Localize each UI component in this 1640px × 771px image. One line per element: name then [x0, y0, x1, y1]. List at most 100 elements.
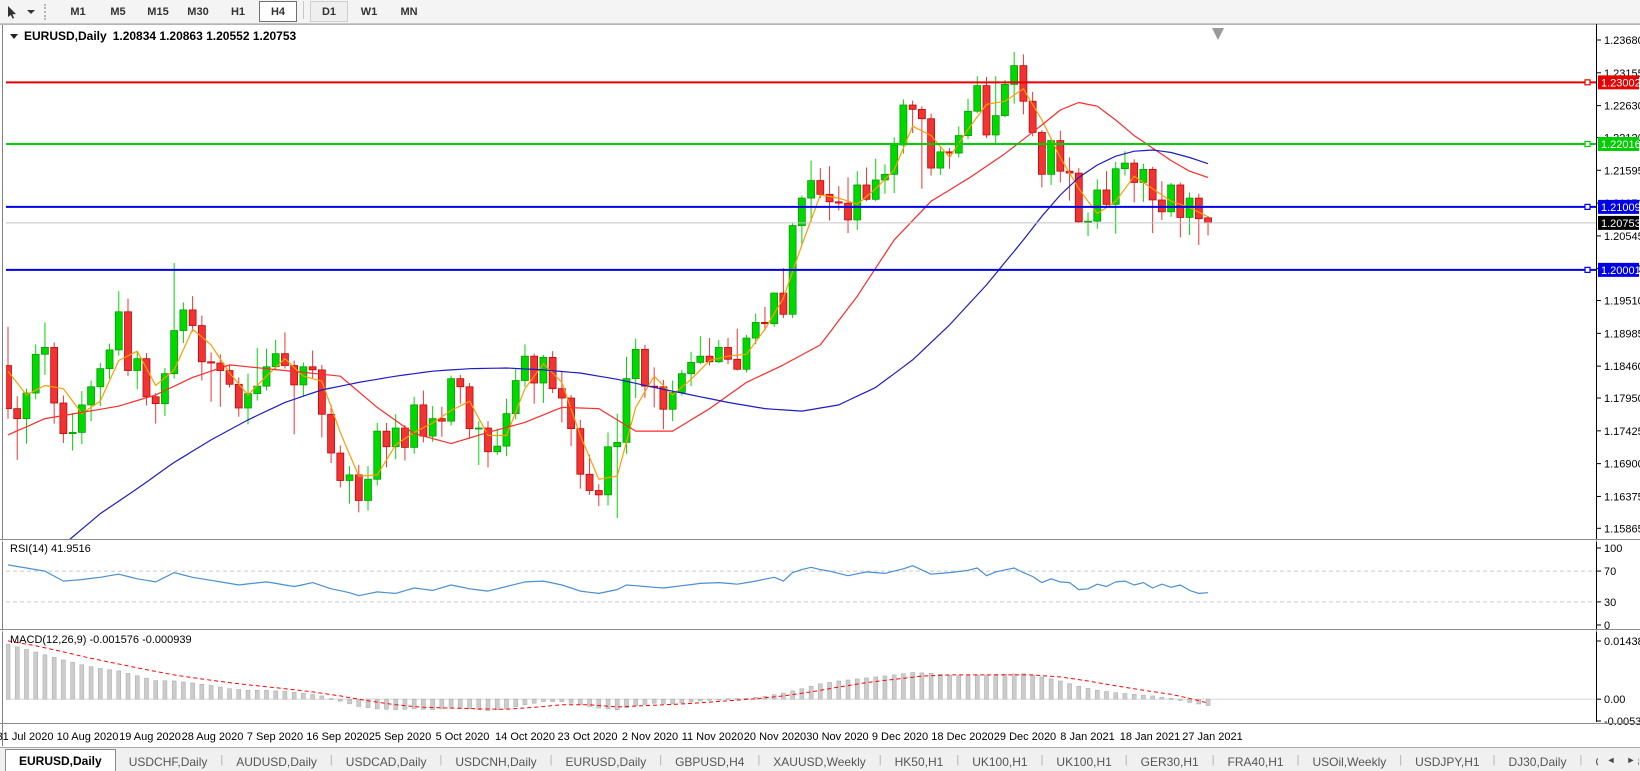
tab-separator: |: [439, 753, 443, 766]
chart-quote-ohlc: 1.20834 1.20863 1.20552 1.20753: [112, 29, 297, 43]
date-tick-label: 14 Oct 2020: [495, 731, 555, 743]
tab-separator: |: [1296, 753, 1300, 766]
cursor-tool-button[interactable]: [2, 2, 24, 22]
timeframe-button-h1[interactable]: H1: [230, 5, 246, 18]
chart-tab-eurusd-daily[interactable]: EURUSD,Daily: [565, 754, 647, 769]
chart-tab-usdchf-daily[interactable]: USDCHF,Daily: [128, 754, 208, 769]
macd-signal-line: [7, 640, 1209, 710]
macd-pane[interactable]: [6, 640, 1596, 711]
chart-shift-marker[interactable]: [1212, 28, 1224, 40]
timeframe-button-h4[interactable]: H4: [259, 1, 297, 22]
chart-tab-xauusd-weekly[interactable]: XAUUSD,Weekly: [773, 754, 866, 769]
hline-handle-1.20001[interactable]: [1584, 266, 1591, 273]
price-tick-label: 1.17425: [1604, 426, 1640, 438]
price-label-1.23002[interactable]: 1.23002: [1598, 75, 1640, 90]
main-price-pane[interactable]: [5, 51, 1212, 582]
chart-tab-hk50-h1[interactable]: HK50,H1: [894, 754, 944, 769]
timeframe-button-m1[interactable]: M1: [70, 5, 86, 18]
cursor-tool-dropdown-icon[interactable]: [27, 9, 35, 14]
hline-handle-1.22016[interactable]: [1584, 140, 1591, 148]
rsi-pane[interactable]: [6, 564, 1596, 603]
timeframe-buttons: M1 M5 M15 M30 H1 H4 D1 W1 MN: [58, 1, 429, 22]
date-tick-label: 23 Oct 2020: [558, 731, 618, 743]
price-label-1.21009[interactable]: 1.21009: [1598, 199, 1640, 214]
tab-separator: |: [1492, 753, 1496, 766]
date-tick-label: 28 Aug 2020: [182, 731, 244, 743]
chart-tab-uk100-h1[interactable]: UK100,H1: [972, 754, 1028, 769]
chart-tab-bar: EURUSD,Daily USDCHF,Daily | AUDUSD,Daily | US…: [0, 747, 1640, 771]
macd-indicator-label: MACD(12,26,9) -0.001576 -0.000939: [10, 634, 192, 646]
chart-tab-usoil-weekly[interactable]: USOil,Weekly: [1312, 754, 1387, 769]
chart-menu-dropdown-icon[interactable]: [10, 33, 18, 39]
price-axis[interactable]: 1.236801.231551.226301.221201.215951.210…: [1596, 24, 1640, 728]
date-axis[interactable]: 31 Jul 2020 10 Aug 2020 19 Aug 2020 28 Aug …: [0, 731, 1243, 743]
macd-tick-label: 0.014384: [1604, 636, 1640, 648]
price-tick-label: 1.17950: [1604, 393, 1640, 405]
price-tick-label: 1.23680: [1604, 35, 1640, 47]
hline-handle-1.21009[interactable]: [1584, 203, 1591, 210]
date-tick-label: 11 Nov 2020: [682, 731, 744, 743]
date-tick-label: 30 Nov 2020: [806, 731, 868, 743]
chart-tab-uk100-h1[interactable]: UK100,H1: [1056, 754, 1112, 769]
price-tick-label: 1.21595: [1604, 165, 1640, 177]
hline-handle-1.23002[interactable]: [1584, 79, 1591, 86]
date-tick-label: 18 Dec 2020: [931, 731, 993, 743]
ma-slow-line: [69, 149, 1209, 539]
date-tick-label: 2 Nov 2020: [622, 731, 678, 743]
rsi-tick-label: 70: [1604, 566, 1616, 578]
timeframe-button-mn[interactable]: MN: [400, 5, 418, 18]
chart-tab-usdjpy-h1[interactable]: USDJPY,H1: [1415, 754, 1480, 769]
svg-text:1.21009: 1.21009: [1601, 202, 1640, 214]
tab-scroll-buttons: ◄ ►: [1598, 752, 1638, 767]
price-label-1.20001[interactable]: 1.20001: [1598, 262, 1640, 277]
date-tick-label: 10 Aug 2020: [57, 731, 119, 743]
chart-tab-gbpusd-h4[interactable]: GBPUSD,H4: [675, 754, 745, 769]
rsi-tick-label: 100: [1604, 543, 1622, 555]
date-tick-label: 29 Dec 2020: [994, 731, 1056, 743]
tab-separator: |: [1579, 753, 1583, 766]
date-tick-label: 19 Aug 2020: [119, 731, 181, 743]
ma-fast-line: [7, 88, 1209, 480]
tab-separator: |: [878, 753, 882, 766]
timeframe-group-divider: [303, 1, 304, 19]
date-tick-label: 8 Jan 2021: [1060, 731, 1114, 743]
date-tick-label: 25 Sep 2020: [369, 731, 431, 743]
price-tick-label: 1.15865: [1604, 523, 1640, 535]
chart-title: EURUSD,Daily 1.20834 1.20863 1.20552 1.2…: [10, 29, 296, 43]
tab-separator: |: [1040, 753, 1044, 766]
chart-tab-fra40-h1[interactable]: FRA40,H1: [1227, 754, 1284, 769]
chart-tab-usdcad-daily[interactable]: USDCAD,Daily: [345, 754, 427, 769]
date-tick-label: 16 Sep 2020: [306, 731, 368, 743]
date-tick-label: 7 Sep 2020: [247, 731, 303, 743]
timeframe-button-w1[interactable]: W1: [360, 5, 378, 18]
current-price-label[interactable]: 1.20753: [1598, 215, 1640, 230]
chart-tab-usdcnh-daily[interactable]: USDCNH,Daily: [455, 754, 537, 769]
svg-text:1.20001: 1.20001: [1601, 265, 1640, 277]
svg-text:1.20753: 1.20753: [1601, 218, 1640, 230]
timeframe-button-m15[interactable]: M15: [147, 5, 169, 18]
timeframe-button-m5[interactable]: M5: [110, 5, 126, 18]
tab-separator: |: [956, 753, 960, 766]
price-tick-label: 1.16375: [1604, 491, 1640, 503]
timeframe-button-m30[interactable]: M30: [187, 5, 209, 18]
tab-scroll-left-icon[interactable]: ◄: [1606, 754, 1616, 765]
macd-histogram: [6, 643, 1211, 711]
price-label-1.22016[interactable]: 1.22016: [1598, 136, 1640, 151]
chart-tab-audusd-daily[interactable]: AUDUSD,Daily: [236, 754, 317, 769]
date-tick-label: 5 Oct 2020: [436, 731, 490, 743]
price-tick-label: 1.18460: [1604, 361, 1640, 373]
price-tick-label: 1.19510: [1604, 296, 1640, 308]
price-tick-label: 1.18985: [1604, 328, 1640, 340]
chart-tab-dj30-daily[interactable]: DJ30,Daily: [1508, 754, 1567, 769]
tab-scroll-right-icon[interactable]: ►: [1626, 754, 1636, 765]
chart-tab-eurusd-daily[interactable]: EURUSD,Daily: [5, 749, 116, 771]
cursor-icon: [8, 5, 16, 19]
timeframe-button-d1[interactable]: D1: [310, 1, 348, 22]
chart-tab-ger30-h1[interactable]: GER30,H1: [1140, 754, 1199, 769]
tab-separator: |: [220, 753, 224, 766]
price-tick-label: 1.22630: [1604, 101, 1640, 113]
svg-text:1.23002: 1.23002: [1601, 77, 1640, 89]
tab-separator: |: [1399, 753, 1403, 766]
